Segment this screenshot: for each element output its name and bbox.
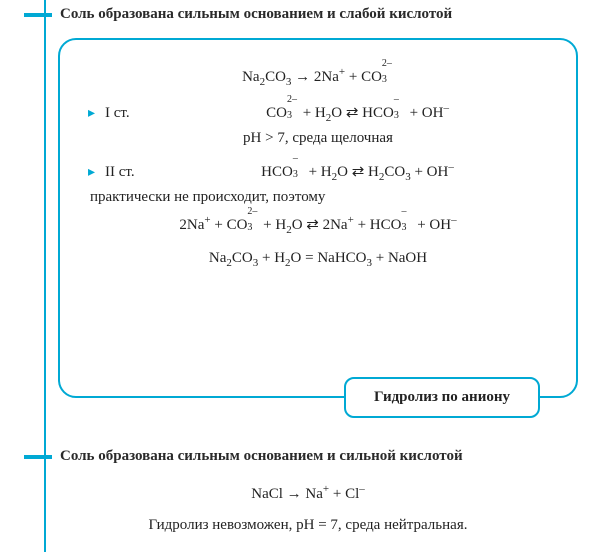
section-2-eq: NaCl → Na+ + Cl– [28, 483, 588, 503]
stage-1-eq: CO2–3 + H2O ⇄ HCO–3 + OH– [159, 102, 556, 124]
bullet-icon: ▸ [88, 105, 95, 122]
section-1: Соль образована сильным основанием и сла… [28, 6, 588, 23]
section-1-title: Соль образована сильным основанием и сла… [28, 6, 588, 23]
reaction-card: Na2CO3 → 2Na+ + CO2–3 ▸ I ст. CO2–3 + H2… [58, 38, 578, 398]
section-2-title: Соль образована сильным основанием и сил… [28, 448, 588, 465]
stage-2-eq: HCO–3 + H2O ⇄ H2CO3 + OH– [159, 161, 556, 183]
eq-dissociation: Na2CO3 → 2Na+ + CO2–3 [80, 66, 556, 88]
hydrolysis-badge: Гидролиз по аниону [344, 377, 540, 418]
stage-1-row: ▸ I ст. CO2–3 + H2O ⇄ HCO–3 + OH– [80, 102, 556, 124]
section-2-note: Гидролиз невозможен, pH = 7, среда нейтр… [28, 517, 588, 534]
eq-sum-ionic: 2Na+ + CO2–3 + H2O ⇄ 2Na+ + HCO–3 + OH– [80, 214, 556, 236]
section-2: Соль образована сильным основанием и сил… [28, 448, 588, 534]
eq-sum-molecular: Na2CO3 + H2O = NaHCO3 + NaOH [80, 250, 556, 269]
note-text: практически не происходит, поэтому [90, 189, 556, 206]
stage-2-label: II ст. [105, 164, 159, 181]
bullet-icon: ▸ [88, 164, 95, 181]
ph-line: pH > 7, среда щелочная [80, 130, 556, 147]
stage-2-row: ▸ II ст. HCO–3 + H2O ⇄ H2CO3 + OH– [80, 161, 556, 183]
stage-1-label: I ст. [105, 105, 159, 122]
